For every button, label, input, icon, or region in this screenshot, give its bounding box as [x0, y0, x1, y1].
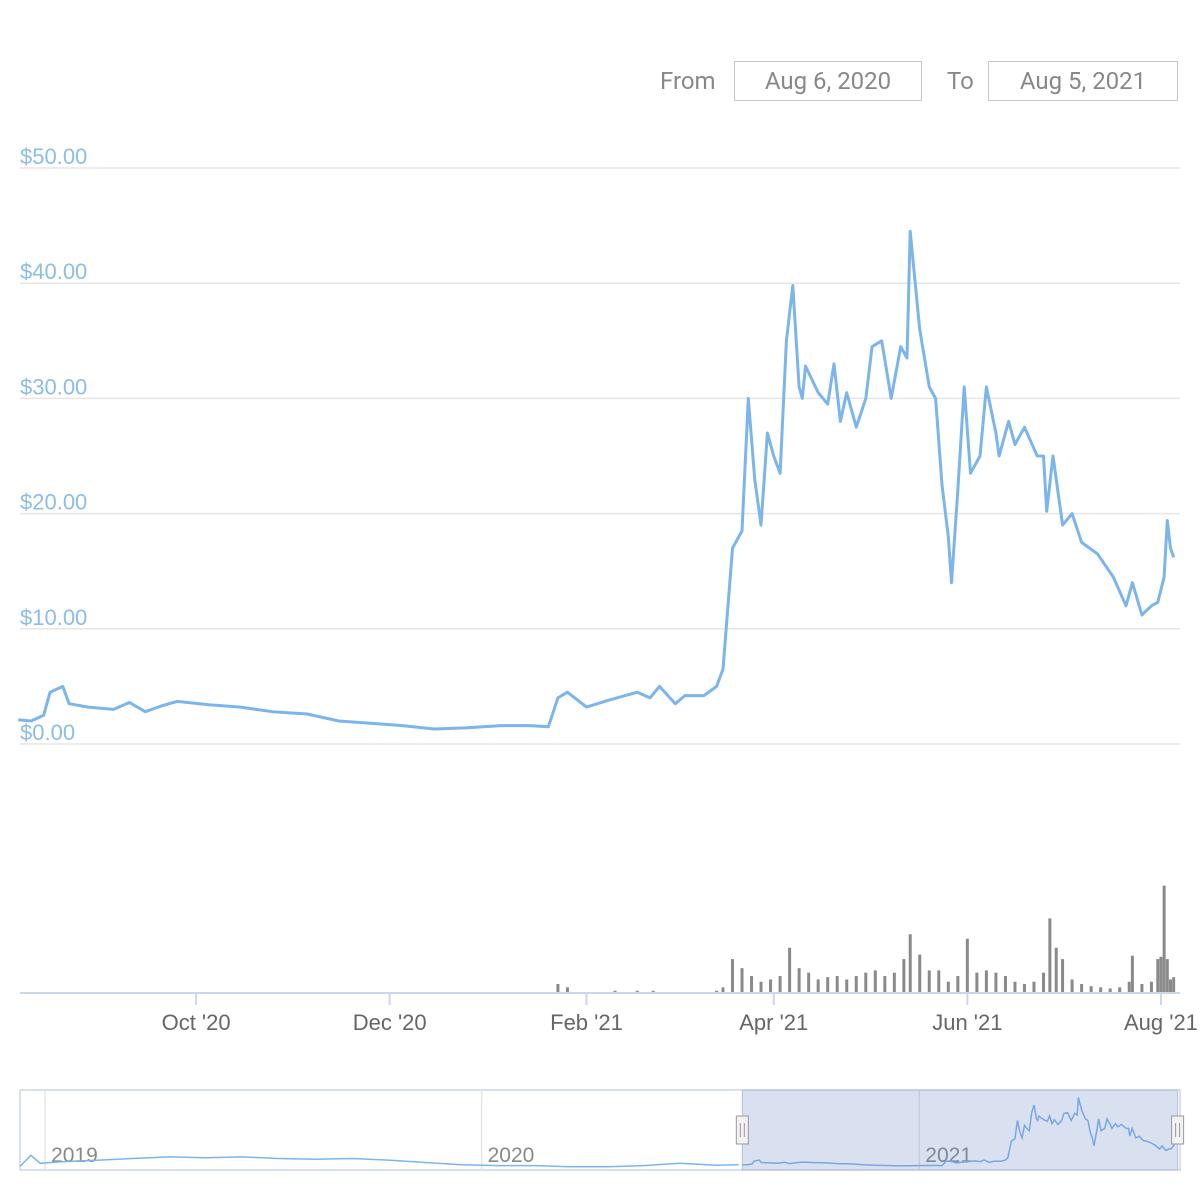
- volume-bar: [1127, 981, 1131, 993]
- volume-bar: [1168, 979, 1172, 993]
- volume-bar: [1061, 959, 1065, 993]
- volume-bar: [807, 972, 811, 993]
- y-tick-label: $10.00: [20, 605, 87, 630]
- volume-bar: [864, 972, 868, 993]
- navigator-history: [19, 1154, 739, 1168]
- volume-bar: [1156, 959, 1160, 993]
- volume-bar: [1159, 956, 1163, 993]
- navigator-handle[interactable]: [735, 1115, 749, 1145]
- navigator-tick-label: 2021: [925, 1144, 972, 1167]
- volume-bar: [1162, 885, 1166, 993]
- volume-bar: [769, 979, 773, 993]
- volume-bar: [1042, 972, 1046, 993]
- y-tick-label: $0.00: [20, 720, 75, 745]
- volume-bar: [1108, 988, 1112, 993]
- volume-bar: [1003, 976, 1007, 993]
- volume-bar: [1118, 987, 1122, 993]
- volume-bar: [965, 938, 969, 993]
- volume-bar: [715, 990, 719, 993]
- navigator-selection: [741, 1089, 1179, 1171]
- volume-bar: [835, 976, 839, 993]
- volume-bar: [1165, 959, 1169, 993]
- to-label: To: [947, 67, 974, 95]
- volume-bar: [759, 981, 763, 993]
- volume-bar: [1089, 986, 1093, 993]
- x-tick-label: Aug '21: [1124, 1010, 1198, 1035]
- volume-bar: [845, 979, 849, 993]
- volume-bar: [565, 987, 569, 993]
- navigator-tick-label: 2019: [51, 1144, 98, 1167]
- volume-bar: [778, 976, 782, 993]
- volume-bar: [902, 959, 906, 993]
- volume-bar: [927, 970, 931, 993]
- volume-bar: [816, 979, 820, 993]
- volume-bar: [1099, 987, 1103, 993]
- from-input[interactable]: Aug 6, 2020: [734, 61, 922, 101]
- volume-bar: [740, 968, 744, 993]
- y-tick-label: $40.00: [20, 259, 87, 284]
- navigator-tick-label: 2020: [488, 1144, 535, 1167]
- to-input[interactable]: Aug 5, 2021: [988, 61, 1178, 101]
- volume-bar: [946, 981, 950, 993]
- from-label: From: [660, 67, 716, 95]
- volume-bar: [975, 972, 979, 993]
- x-tick-label: Feb '21: [550, 1010, 623, 1035]
- volume-bar: [1149, 981, 1153, 993]
- volume-bar: [918, 954, 922, 993]
- volume-bar: [730, 959, 734, 993]
- volume-bar: [1048, 918, 1052, 993]
- volume-bar: [984, 970, 988, 993]
- volume-bar: [873, 970, 877, 993]
- navigator-frame: [19, 1089, 1181, 1171]
- volume-bar: [635, 990, 639, 993]
- volume-bar: [613, 990, 617, 993]
- y-tick-label: $20.00: [20, 490, 87, 515]
- volume-bar: [892, 972, 896, 993]
- navigator-handle[interactable]: [1171, 1115, 1185, 1145]
- volume-bar: [1172, 977, 1176, 993]
- y-tick-label: $30.00: [20, 374, 87, 399]
- volume-bar: [1013, 981, 1017, 993]
- volume-bar: [1054, 947, 1058, 993]
- x-tick-label: Dec '20: [353, 1010, 427, 1035]
- volume-bar: [826, 977, 830, 993]
- price-line: [18, 229, 1176, 731]
- volume-bar: [797, 968, 801, 993]
- volume-bar: [854, 976, 858, 993]
- volume-bar: [994, 972, 998, 993]
- volume-bar: [788, 947, 792, 993]
- volume-bar: [1032, 981, 1036, 993]
- volume-bar: [1080, 983, 1084, 993]
- date-range: From Aug 6, 2020 To Aug 5, 2021: [0, 0, 1200, 120]
- volume-bar: [721, 987, 725, 993]
- x-tick-label: Apr '21: [739, 1010, 808, 1035]
- volume-bar: [1022, 983, 1026, 993]
- volume-bar: [937, 970, 941, 993]
- volume-bar: [883, 976, 887, 993]
- volume-bar: [1070, 979, 1074, 993]
- volume-bar: [956, 976, 960, 993]
- x-tick-label: Jun '21: [932, 1010, 1002, 1035]
- volume-bar: [1140, 983, 1144, 993]
- volume-bar: [1130, 955, 1134, 993]
- volume-bar: [651, 990, 655, 993]
- x-tick-label: Oct '20: [162, 1010, 231, 1035]
- volume-bar: [908, 934, 912, 993]
- navigator-range-series: [742, 1097, 1179, 1167]
- volume-bar: [750, 976, 754, 993]
- y-tick-label: $50.00: [20, 144, 87, 169]
- volume-bar: [556, 983, 560, 993]
